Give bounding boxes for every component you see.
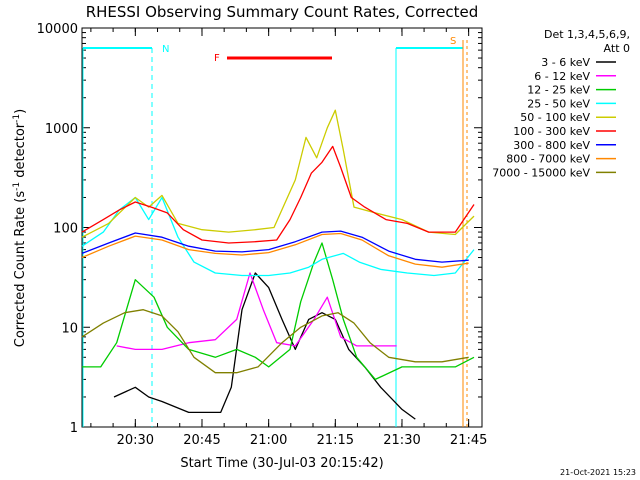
x-tick-label: 21:00 (250, 433, 287, 448)
x-axis-label: Start Time (30-Jul-03 20:15:42) (180, 456, 383, 471)
y-tick-label: 10 (61, 321, 78, 336)
series-line-5 (81, 109, 475, 238)
y-axis: 1 10 100 1000 10000 (37, 22, 482, 436)
y-tick-label: 10000 (37, 22, 78, 37)
y-label-end: ) (13, 109, 28, 114)
timestamp: 21-Oct-2021 15:23 (560, 468, 636, 477)
legend-label-1: 3 - 6 keV (541, 56, 590, 69)
y-tick-label: 100 (53, 222, 78, 237)
x-tick-label: 21:45 (450, 433, 487, 448)
y-label-exp1: -1 (12, 182, 22, 191)
legend-header-line1: Det 1,3,4,5,6,9, (544, 28, 630, 41)
legend-label-2: 6 - 12 keV (534, 70, 590, 83)
y-axis-label: Corrected Count Rate (s-1 detector-1) (12, 109, 28, 347)
y-label-main: Corrected Count Rate (s (13, 191, 28, 348)
legend-label-4: 25 - 50 keV (527, 97, 590, 110)
y-label-tail: detector (13, 122, 28, 182)
legend-label-5: 50 - 100 keV (520, 111, 590, 124)
series-line-2 (116, 272, 397, 351)
annotation-f: F (214, 53, 220, 64)
legend-label-7: 300 - 800 keV (513, 139, 590, 152)
legend-label-9: 7000 - 15000 keV (492, 166, 590, 179)
y-tick-label: 1 (70, 421, 78, 436)
annotation-n: N (162, 44, 169, 55)
x-tick-label: 21:15 (317, 433, 354, 448)
series-line-7 (81, 230, 469, 263)
x-tick-label: 21:30 (383, 433, 420, 448)
series-layer (81, 109, 475, 420)
x-axis: 20:30 20:45 21:00 21:15 21:30 21:45 (90, 28, 487, 448)
x-tick-label: 20:30 (117, 433, 154, 448)
legend-label-6: 100 - 300 keV (513, 125, 590, 138)
annotation-s: S (450, 36, 456, 47)
y-label-exp2: -1 (12, 114, 22, 123)
chart-title: RHESSI Observing Summary Count Rates, Co… (86, 3, 479, 21)
legend-label-3: 12 - 25 keV (527, 84, 590, 97)
legend-label-8: 800 - 7000 keV (506, 153, 590, 166)
y-tick-label: 1000 (45, 122, 78, 137)
x-tick-label: 20:45 (183, 433, 220, 448)
series-line-8 (81, 232, 469, 268)
series-line-6 (81, 145, 475, 244)
series-line-3 (82, 242, 475, 381)
series-line-9 (81, 309, 469, 374)
legend-header-line2: Att 0 (604, 42, 630, 55)
series-line-4 (81, 196, 475, 277)
status-bars: N F S (82, 36, 468, 427)
